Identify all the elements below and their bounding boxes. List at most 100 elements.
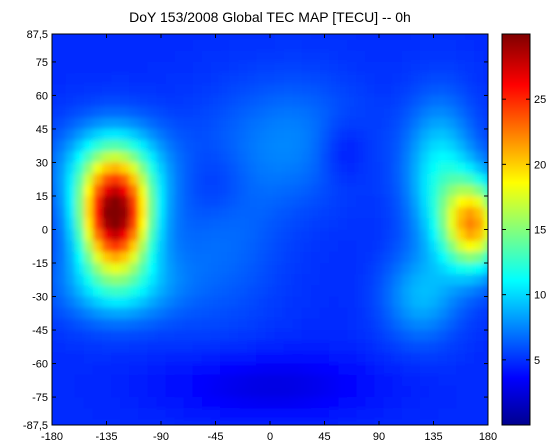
heatmap-cell	[410, 307, 421, 320]
heatmap-cell	[247, 84, 258, 97]
heatmap-cell	[292, 151, 303, 164]
heatmap-cell	[438, 151, 449, 164]
heatmap-cell	[238, 117, 249, 130]
heatmap-cell	[447, 307, 458, 320]
heatmap-cell	[438, 352, 449, 365]
heatmap-cell	[419, 61, 430, 75]
heatmap-cell	[329, 39, 340, 52]
heatmap-cell	[401, 184, 412, 197]
heatmap-cell	[129, 106, 140, 119]
heatmap-cell	[74, 307, 85, 320]
heatmap-cell	[374, 352, 385, 365]
heatmap-cell	[101, 330, 113, 343]
x-tick-label: -135	[95, 431, 117, 443]
heatmap-cell	[256, 195, 267, 209]
heatmap-cell	[265, 39, 276, 52]
heatmap-cell	[365, 363, 376, 376]
heatmap-cell	[210, 61, 222, 75]
heatmap-cell	[210, 263, 222, 276]
heatmap-cell	[319, 352, 331, 365]
heatmap-cell	[210, 251, 222, 265]
heatmap-cell	[220, 84, 231, 97]
heatmap-cell	[383, 274, 394, 287]
heatmap-cell	[156, 207, 167, 220]
heatmap-cell	[310, 84, 321, 97]
heatmap-cell	[183, 84, 194, 97]
heatmap-cell	[192, 263, 203, 276]
heatmap-cell	[65, 128, 76, 142]
heatmap-cell	[256, 207, 267, 220]
heatmap-cell	[383, 151, 394, 164]
heatmap-cell	[220, 397, 231, 410]
heatmap-cell	[419, 95, 430, 108]
heatmap-cell	[210, 274, 222, 287]
heatmap-cell	[456, 61, 467, 75]
heatmap-cell	[310, 207, 321, 220]
heatmap-cell	[419, 318, 430, 332]
heatmap-cell	[465, 318, 476, 332]
heatmap-cell	[483, 61, 488, 75]
heatmap-cell	[456, 173, 467, 186]
heatmap-cell	[383, 397, 394, 410]
heatmap-cell	[410, 352, 421, 365]
heatmap-cell	[65, 117, 76, 130]
heatmap-cell	[401, 61, 412, 75]
heatmap-cell	[238, 397, 249, 410]
heatmap-cell	[274, 128, 285, 142]
heatmap-cell	[52, 61, 58, 75]
heatmap-cell	[147, 397, 158, 410]
heatmap-cell	[329, 218, 340, 231]
heatmap-cell	[220, 408, 231, 421]
heatmap-cell	[56, 330, 67, 343]
heatmap-cell	[111, 84, 122, 97]
heatmap-cell	[365, 240, 376, 253]
heatmap-cell	[456, 251, 467, 265]
heatmap-cell	[319, 61, 331, 75]
heatmap-cell	[229, 408, 240, 421]
heatmap-cell	[220, 240, 231, 253]
heatmap-cell	[465, 50, 476, 63]
heatmap-cell	[238, 363, 249, 376]
heatmap-cell	[229, 251, 240, 265]
heatmap-cell	[111, 106, 122, 119]
heatmap-cell	[183, 330, 194, 343]
heatmap-cell	[428, 296, 440, 309]
heatmap-cell	[65, 363, 76, 376]
heatmap-cell	[101, 184, 113, 197]
heatmap-cell	[83, 274, 94, 287]
heatmap-cell	[428, 385, 440, 399]
x-tick-label: 45	[318, 431, 330, 443]
heatmap-cell	[165, 34, 176, 41]
heatmap-cell	[456, 128, 467, 142]
heatmap-cell	[274, 408, 285, 421]
heatmap-cell	[456, 318, 467, 332]
heatmap-cell	[156, 330, 167, 343]
heatmap-cell	[92, 184, 103, 197]
heatmap-cell	[120, 419, 131, 425]
heatmap-cell	[183, 229, 194, 242]
heatmap-cell	[401, 296, 412, 309]
heatmap-cell	[165, 117, 176, 130]
heatmap-cell	[165, 307, 176, 320]
heatmap-cell	[338, 352, 349, 365]
heatmap-cell	[447, 374, 458, 387]
heatmap-cell	[438, 307, 449, 320]
heatmap-cell	[101, 117, 113, 130]
heatmap-cell	[365, 263, 376, 276]
heatmap-cell	[383, 106, 394, 119]
heatmap-cell	[447, 285, 458, 298]
heatmap-cell	[111, 140, 122, 153]
heatmap-cell	[292, 229, 303, 242]
heatmap-cell	[174, 341, 185, 354]
heatmap-cell	[419, 263, 430, 276]
heatmap-cell	[365, 140, 376, 153]
heatmap-cell	[465, 95, 476, 108]
heatmap-cell	[165, 84, 176, 97]
heatmap-cell	[483, 218, 488, 231]
heatmap-cell	[374, 397, 385, 410]
heatmap-cell	[256, 151, 267, 164]
heatmap-cell	[101, 285, 113, 298]
heatmap-cell	[165, 296, 176, 309]
heatmap-cell	[165, 173, 176, 186]
heatmap-cell	[92, 117, 103, 130]
